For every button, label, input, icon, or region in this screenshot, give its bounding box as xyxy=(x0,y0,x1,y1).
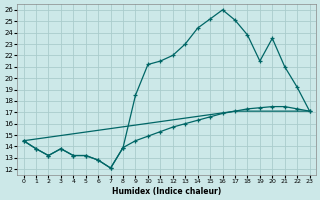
X-axis label: Humidex (Indice chaleur): Humidex (Indice chaleur) xyxy=(112,187,221,196)
